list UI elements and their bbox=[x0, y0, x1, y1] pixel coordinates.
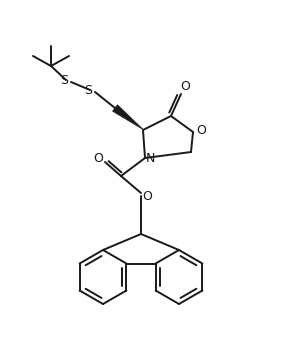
Polygon shape bbox=[113, 105, 143, 130]
Text: O: O bbox=[142, 189, 152, 202]
Text: S: S bbox=[60, 74, 68, 87]
Text: O: O bbox=[180, 81, 190, 94]
Text: O: O bbox=[93, 151, 103, 164]
Text: N: N bbox=[145, 152, 155, 165]
Text: S: S bbox=[84, 83, 92, 96]
Text: O: O bbox=[196, 124, 206, 137]
